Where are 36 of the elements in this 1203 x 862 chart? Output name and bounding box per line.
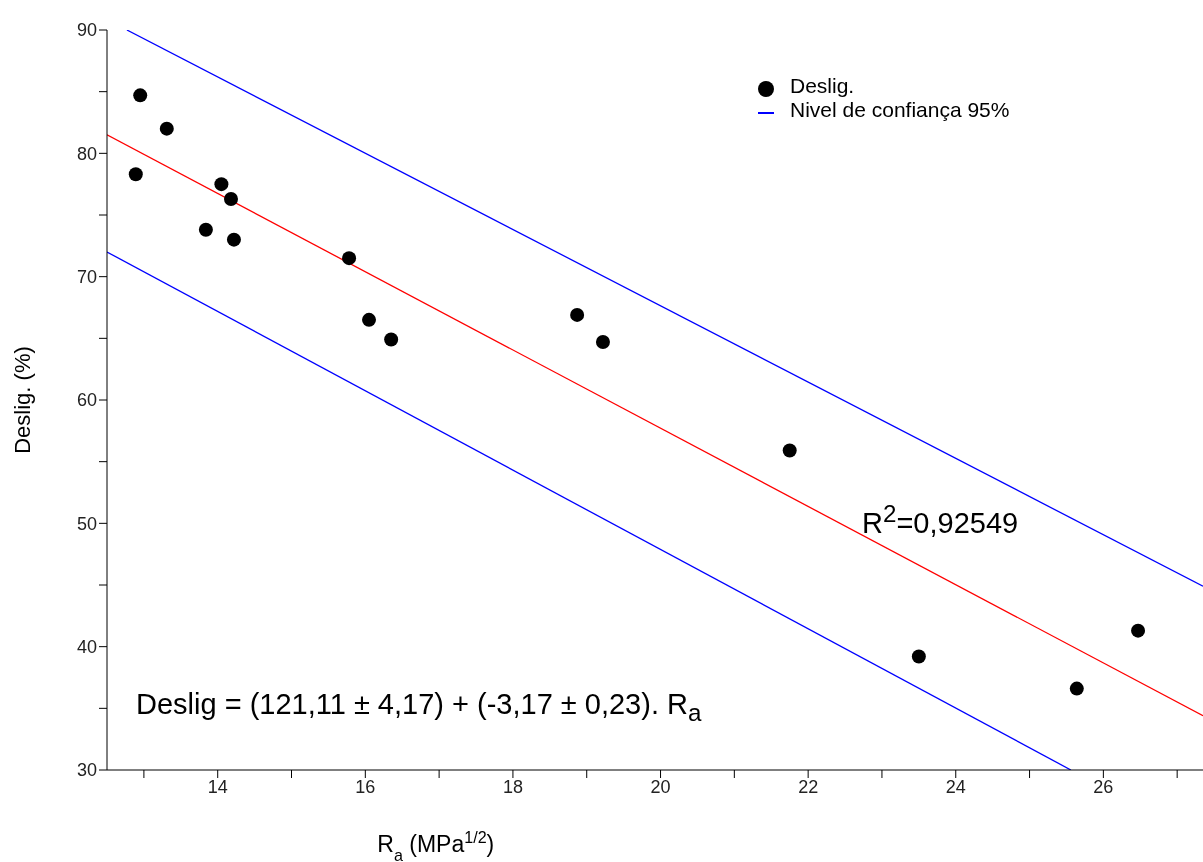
- y-tick-label: 50: [76, 513, 97, 534]
- y-tick-label: 70: [76, 267, 97, 288]
- point: [595, 335, 610, 350]
- y-tick-label: 40: [76, 637, 97, 658]
- point: [214, 177, 229, 192]
- point: [159, 121, 174, 136]
- y-tick-label: 60: [76, 390, 97, 411]
- y-axis-title: Deslig. (%): [10, 346, 35, 454]
- point: [342, 251, 357, 266]
- point: [570, 307, 585, 322]
- point: [1131, 623, 1146, 638]
- point: [384, 332, 399, 347]
- y-tick-label: 30: [76, 760, 97, 781]
- x-tick-label: 18: [502, 776, 523, 797]
- point: [198, 222, 213, 237]
- annotation: Deslig = (121,11 ± 4,17) + (-3,17 ± 0,23). R$_{a}$: [136, 688, 702, 727]
- x-tick-label: 22: [798, 776, 819, 797]
- point: [133, 88, 148, 103]
- x-tick-label: 26: [1093, 776, 1114, 797]
- legend-label: Nivel de confiança 95%: [790, 98, 1010, 121]
- point: [223, 191, 238, 206]
- point: [1069, 681, 1084, 696]
- y-tick-label: 80: [76, 143, 97, 164]
- x-axis-title: R$_{a}$ (MPa$^{1/2}$): [377, 828, 495, 862]
- x-tick-label: 24: [945, 776, 966, 797]
- point: [226, 232, 241, 247]
- y-tick-label: 90: [76, 20, 97, 41]
- point: [911, 649, 926, 664]
- legend-label: Deslig.: [790, 74, 855, 97]
- annotation: R$^{2}$=0,92549: [862, 500, 1019, 540]
- x-tick-label: 14: [207, 776, 228, 797]
- x-tick-label: 20: [650, 776, 671, 797]
- point: [362, 312, 377, 327]
- x-tick-label: 16: [355, 776, 376, 797]
- point: [782, 443, 797, 458]
- point: [128, 167, 143, 182]
